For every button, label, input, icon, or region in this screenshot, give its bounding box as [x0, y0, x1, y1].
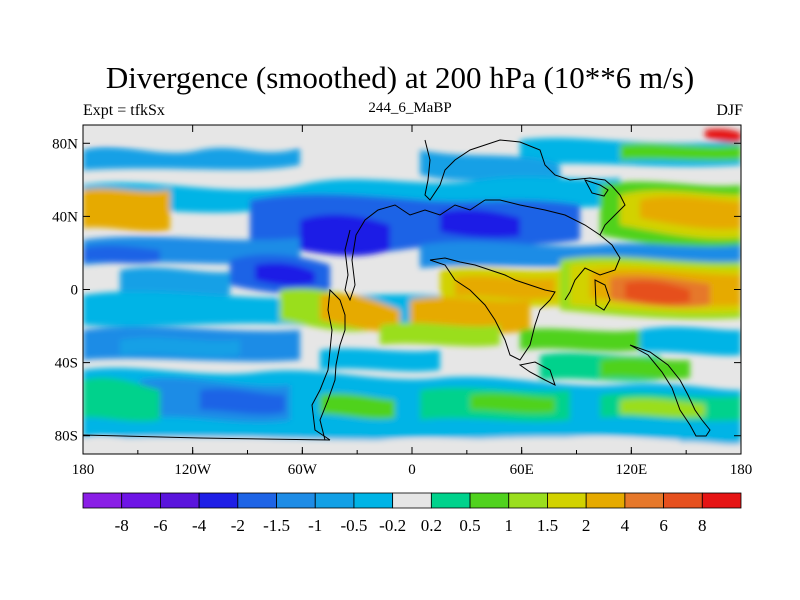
colorbar-swatch	[353, 492, 394, 509]
y-tick-label: 80S	[55, 429, 78, 445]
y-tick-label: 80N	[52, 136, 78, 152]
colorbar-label: 0.2	[421, 516, 442, 535]
colorbar-swatch	[585, 492, 626, 509]
colorbar-swatch	[237, 492, 277, 509]
y-tick-label: 40N	[52, 209, 78, 225]
colorbar-swatch	[508, 492, 548, 509]
y-axis: 80N 40N 0 40S 80S	[52, 136, 741, 445]
colorbar-label: -6	[153, 516, 167, 535]
divergence-field	[83, 125, 741, 454]
colorbar-swatch	[276, 492, 316, 509]
colorbar: -8 -6 -4 -2 -1.5 -1 -0.5 -0.2 0.2 0.5 1 1.5 2 4 6 8	[82, 492, 742, 535]
season-label: DJF	[716, 102, 743, 119]
colorbar-label: -4	[192, 516, 207, 535]
colorbar-label: 2	[582, 516, 591, 535]
colorbar-label: 6	[659, 516, 668, 535]
x-tick-label: 120W	[174, 462, 212, 478]
colorbar-label: 1.5	[537, 516, 558, 535]
colorbar-label: 0.5	[459, 516, 480, 535]
y-tick-label: 0	[71, 283, 79, 299]
experiment-label: Expt = tfkSx	[83, 102, 165, 119]
x-tick-label: 60W	[288, 462, 318, 478]
x-tick-label: 180	[72, 462, 95, 478]
colorbar-label: -2	[231, 516, 245, 535]
chart-title: Divergence (smoothed) at 200 hPa (10**6 …	[105, 60, 695, 95]
colorbar-swatch	[160, 492, 200, 509]
colorbar-label: -0.5	[340, 516, 367, 535]
x-tick-label: 120E	[615, 462, 647, 478]
x-tick-label: 0	[408, 462, 416, 478]
colorbar-swatch	[701, 492, 742, 509]
colorbar-swatch	[469, 492, 510, 509]
colorbar-swatch	[663, 492, 703, 509]
colorbar-label: 8	[698, 516, 707, 535]
y-tick-label: 40S	[55, 356, 78, 372]
colorbar-label: 1	[505, 516, 514, 535]
x-tick-label: 60E	[510, 462, 534, 478]
plot-area	[83, 125, 741, 454]
colorbar-swatch	[547, 492, 587, 509]
colorbar-label: -1.5	[263, 516, 290, 535]
period-label: 244_6_MaBP	[368, 100, 452, 116]
colorbar-label: 4	[621, 516, 630, 535]
colorbar-swatch	[121, 492, 161, 509]
colorbar-swatch	[392, 492, 432, 509]
colorbar-label: -1	[308, 516, 322, 535]
colorbar-swatch	[624, 492, 664, 509]
colorbar-swatch	[430, 492, 471, 509]
x-tick-label: 180	[730, 462, 753, 478]
colorbar-swatch	[82, 492, 123, 509]
colorbar-label: -8	[115, 516, 129, 535]
continent-outlines	[83, 139, 711, 441]
colorbar-label: -0.2	[379, 516, 406, 535]
x-axis: 180 120W 60W 0 60E 120E 180	[72, 125, 753, 478]
colorbar-swatch	[198, 492, 239, 509]
colorbar-swatch	[314, 492, 355, 509]
